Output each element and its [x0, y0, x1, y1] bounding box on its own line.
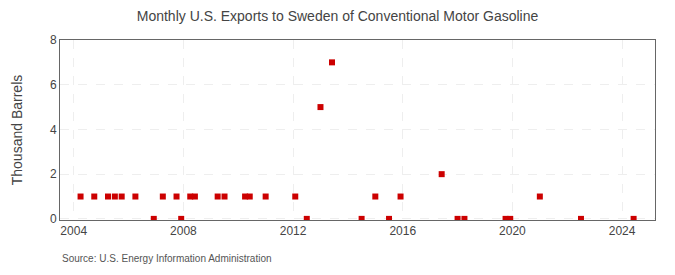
svg-text:2020: 2020 — [499, 224, 526, 238]
svg-text:2004: 2004 — [60, 224, 87, 238]
svg-text:Monthly U.S. Exports to Sweden: Monthly U.S. Exports to Sweden of Conven… — [137, 8, 539, 24]
svg-text:2024: 2024 — [609, 224, 636, 238]
svg-text:6: 6 — [50, 78, 57, 92]
svg-text:Thousand Barrels: Thousand Barrels — [9, 75, 25, 186]
svg-text:8: 8 — [50, 33, 57, 47]
svg-text:Source: U.S. Energy Informatio: Source: U.S. Energy Information Administ… — [62, 253, 272, 264]
svg-text:2008: 2008 — [170, 224, 197, 238]
svg-text:4: 4 — [50, 123, 57, 137]
svg-text:2016: 2016 — [389, 224, 416, 238]
svg-text:2: 2 — [50, 167, 57, 181]
svg-text:0: 0 — [50, 212, 57, 226]
svg-text:2012: 2012 — [280, 224, 307, 238]
